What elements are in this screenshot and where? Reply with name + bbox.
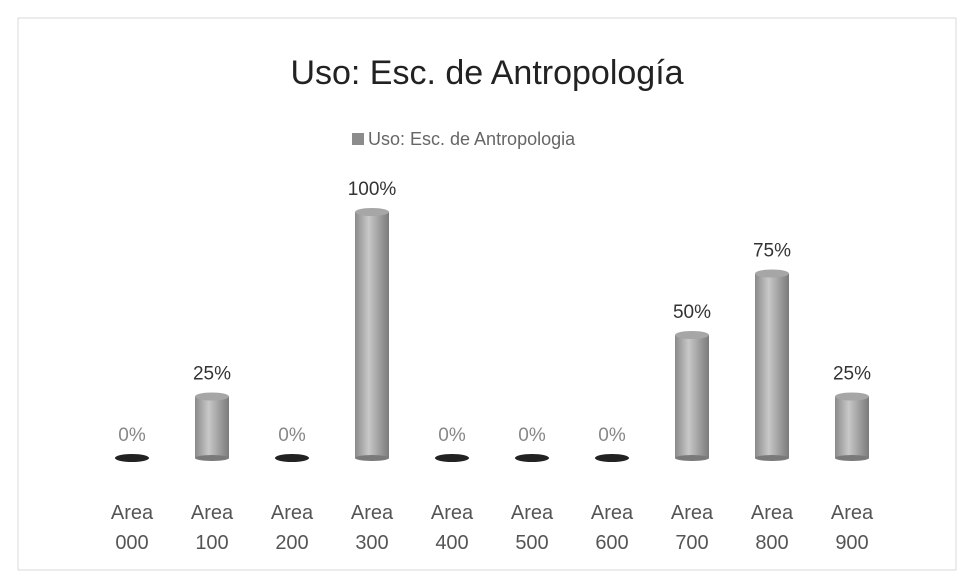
bar [675, 335, 709, 458]
bar-base [675, 455, 709, 461]
data-label: 100% [348, 179, 397, 200]
bar-base [195, 455, 229, 461]
bar-cap [675, 331, 709, 339]
bar-cap [435, 454, 469, 462]
bar-cap [115, 454, 149, 462]
data-label: 25% [833, 364, 871, 385]
data-label: 0% [438, 425, 466, 446]
bar-cap [595, 454, 629, 462]
bar [755, 273, 789, 458]
legend-swatch [352, 133, 364, 145]
x-tick-label: Area 000 [110, 502, 154, 554]
bar-base [755, 455, 789, 461]
bar [195, 396, 229, 458]
x-tick-label: Area 800 [750, 502, 794, 554]
bar [835, 396, 869, 458]
bar-cap [515, 454, 549, 462]
x-tick-label: Area 600 [590, 502, 634, 554]
x-tick-label: Area 500 [510, 502, 554, 554]
bar-cap [835, 392, 869, 401]
chart-frame [17, 17, 957, 571]
data-label: 0% [518, 425, 546, 446]
x-tick-label: Area 300 [350, 502, 394, 554]
bar-base [835, 455, 869, 461]
chart-title: Uso: Esc. de Antropología [290, 54, 683, 92]
bar-base [355, 455, 389, 461]
x-tick-label: Area 400 [430, 502, 474, 554]
bar-cap [755, 269, 789, 278]
bar-cap [355, 208, 389, 216]
x-tick-label: Area 700 [670, 502, 714, 554]
data-label: 75% [753, 241, 791, 262]
data-label: 0% [598, 425, 626, 446]
bar-cap [275, 454, 309, 462]
data-label: 0% [278, 425, 306, 446]
bar [355, 212, 389, 458]
x-tick-label: Area 100 [190, 502, 234, 554]
data-label: 50% [673, 302, 711, 323]
legend-label: Uso: Esc. de Antropologia [368, 129, 576, 149]
data-label: 25% [193, 364, 231, 385]
x-tick-label: Area 200 [270, 502, 314, 554]
data-label: 0% [118, 425, 146, 446]
x-tick-label: Area 900 [830, 502, 874, 554]
bar-cap [195, 392, 229, 401]
